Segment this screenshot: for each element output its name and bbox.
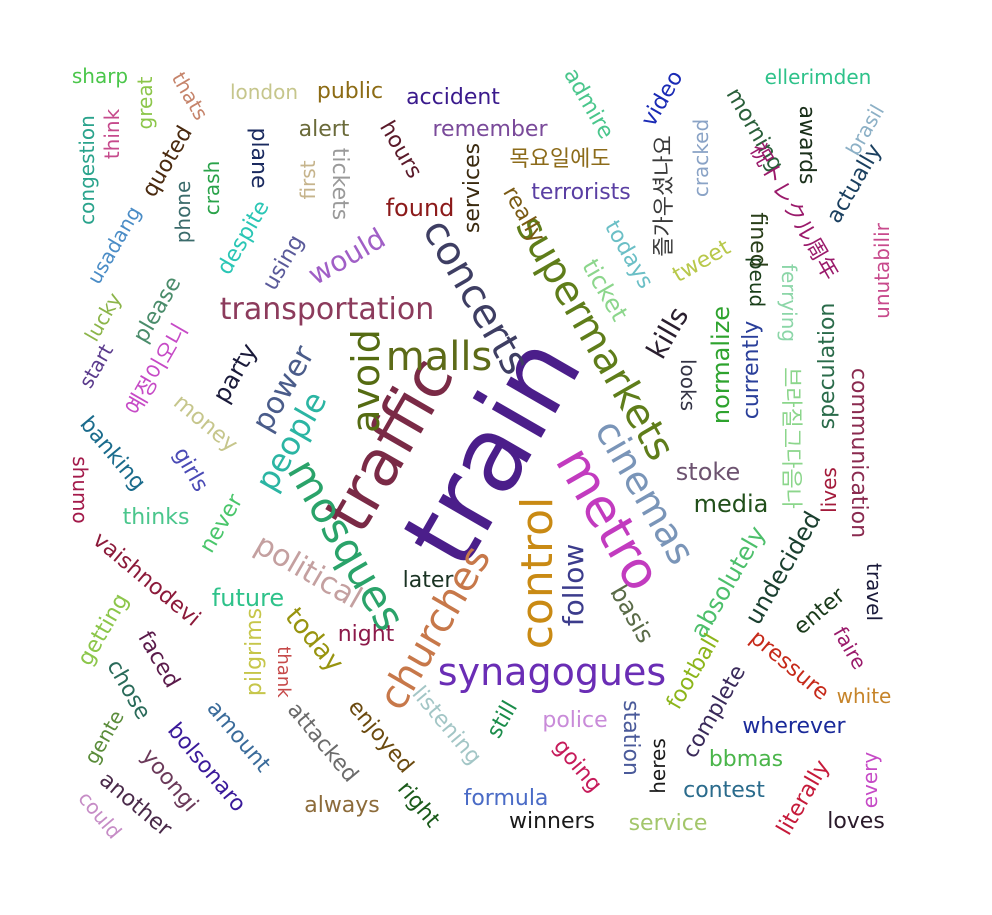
word-girls: girls [167, 443, 213, 497]
word-tweet: tweet [668, 235, 735, 288]
word-pressure: pressure [744, 625, 834, 706]
word-first: first [296, 160, 320, 200]
word-formula: formula [463, 786, 549, 811]
word-services: services [460, 142, 485, 234]
word-lucky: lucky [79, 288, 127, 346]
word-travel: travel [862, 562, 886, 622]
word-looks: looks [676, 358, 700, 412]
word-thinks: thinks [122, 505, 190, 530]
word-night: night [337, 622, 395, 647]
word-faced: faced [132, 627, 185, 693]
word-always: always [304, 793, 380, 818]
word-transportation: transportation [219, 292, 435, 327]
word-station: station [618, 700, 643, 776]
word-phone: phone [171, 180, 195, 244]
word-cracked: cracked [689, 118, 713, 198]
word-public: public [316, 79, 384, 104]
word-synagogues: synagogues [437, 650, 667, 694]
word-police: police [542, 708, 608, 733]
word-media: media [693, 490, 769, 518]
word-korean-4: 브라질그다음나 [778, 367, 803, 509]
word-never: never [194, 490, 249, 558]
word-basis: basis [604, 580, 660, 648]
word-awards: awards [794, 105, 819, 185]
word-loves: loves [827, 809, 885, 834]
word-heres: heres [646, 738, 670, 794]
word-peud: peud [745, 256, 769, 308]
word-faire: faire [828, 622, 872, 674]
word-later: later [402, 568, 454, 593]
word-start: start [73, 339, 119, 393]
word-tickets: tickets [327, 147, 352, 221]
word-video: video [636, 66, 689, 132]
word-shumo: shumo [68, 456, 92, 524]
word-wherever: wherever [742, 714, 846, 739]
word-great: great [133, 76, 157, 130]
word-terrorists: terrorists [531, 180, 631, 205]
word-thank: thank [273, 646, 294, 698]
word-sharp: sharp [71, 64, 129, 88]
word-thats: thats [166, 67, 214, 125]
word-bbmas: bbmas [708, 747, 784, 772]
word-right: right [392, 776, 445, 833]
word-future: future [211, 584, 285, 612]
word-every: every [858, 751, 882, 809]
word-communication: communication [846, 367, 871, 539]
word-would: would [302, 221, 392, 292]
word-speculation: speculation [815, 302, 840, 430]
word-korean-2: 목요일에도 [509, 147, 611, 172]
word-kills: kills [639, 301, 696, 365]
word-congestion: congestion [75, 115, 99, 225]
word-hours: hours [374, 116, 427, 183]
word-party: party [207, 338, 263, 408]
word-stoke: stoke [675, 458, 741, 486]
word-crash: crash [200, 160, 224, 216]
word-avoid: avoid [344, 329, 388, 433]
word-contest: contest [683, 778, 765, 803]
word-think: think [100, 108, 124, 160]
word-ellerimden: ellerimden [764, 65, 872, 89]
word-control: control [512, 496, 563, 650]
word-winners: winners [508, 809, 596, 834]
word-alert: alert [298, 117, 350, 142]
word-white: white [836, 684, 892, 708]
word-follow: follow [557, 543, 590, 627]
word-listening: listening [406, 681, 487, 770]
word-london: london [229, 80, 299, 104]
word-ferrying: ferrying [777, 263, 801, 343]
word-normalize: normalize [707, 305, 735, 425]
word-still: still [482, 696, 524, 743]
word-found: found [385, 194, 455, 222]
word-service: service [628, 811, 708, 836]
word-using: using [257, 230, 310, 295]
word-gente: gente [79, 705, 129, 769]
word-plane: plane [246, 127, 271, 189]
word-currently: currently [739, 320, 764, 420]
word-remember: remember [432, 117, 548, 142]
word-accident: accident [406, 85, 500, 110]
word-admire: admire [558, 64, 619, 144]
word-pilgrims: pilgrims [242, 607, 267, 697]
word-lives: lives [817, 467, 841, 513]
word-malls: malls [385, 334, 493, 380]
word-unutabilir: unutabilir [870, 223, 894, 319]
word-korean-1: 즐가우셨나요 [652, 135, 677, 257]
word-going: going [548, 734, 607, 798]
